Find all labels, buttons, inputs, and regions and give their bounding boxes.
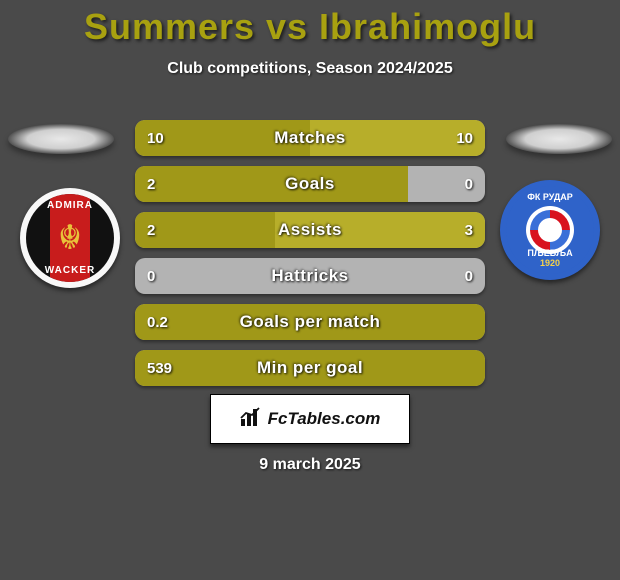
- stat-row: 10Matches10: [135, 120, 485, 156]
- badge-left-top-text: ADMIRA: [26, 200, 114, 211]
- watermark-chart-icon: [240, 407, 262, 431]
- badge-left-crest-icon: ☬: [58, 221, 82, 255]
- stats-container: 10Matches102Goals02Assists30Hattricks00.…: [135, 120, 485, 396]
- stat-label: Hattricks: [135, 258, 485, 294]
- watermark-text: FcTables.com: [268, 409, 381, 429]
- badge-right-year: 1920: [506, 258, 594, 268]
- stat-right-value: 10: [456, 120, 473, 156]
- stat-label: Assists: [135, 212, 485, 248]
- stat-label: Min per goal: [135, 350, 485, 386]
- stat-row: 2Goals0: [135, 166, 485, 202]
- badge-right-swirl-icon: [530, 210, 570, 250]
- watermark-box: FcTables.com: [210, 394, 410, 444]
- stat-row: 539Min per goal: [135, 350, 485, 386]
- stat-row: 0Hattricks0: [135, 258, 485, 294]
- badge-shadow-right: [506, 124, 612, 154]
- page-subtitle: Club competitions, Season 2024/2025: [0, 60, 620, 78]
- stat-label: Goals per match: [135, 304, 485, 340]
- stat-right-value: 3: [465, 212, 473, 248]
- club-badge-right: ФК РУДАР ПЉЕВЉА 1920: [500, 170, 600, 290]
- badge-right-top-text: ФК РУДАР: [506, 192, 594, 202]
- stat-label: Goals: [135, 166, 485, 202]
- club-badge-left: ADMIRA ☬ WACKER: [20, 178, 120, 298]
- badge-left-bottom-text: WACKER: [26, 265, 114, 276]
- generation-date: 9 march 2025: [0, 456, 620, 474]
- stat-label: Matches: [135, 120, 485, 156]
- badge-shadow-left: [8, 124, 114, 154]
- stat-right-value: 0: [465, 166, 473, 202]
- badge-right-bottom-text: ПЉЕВЉА: [506, 248, 594, 258]
- stat-row: 2Assists3: [135, 212, 485, 248]
- stat-row: 0.2Goals per match: [135, 304, 485, 340]
- stat-right-value: 0: [465, 258, 473, 294]
- page-title: Summers vs Ibrahimoglu: [0, 0, 620, 48]
